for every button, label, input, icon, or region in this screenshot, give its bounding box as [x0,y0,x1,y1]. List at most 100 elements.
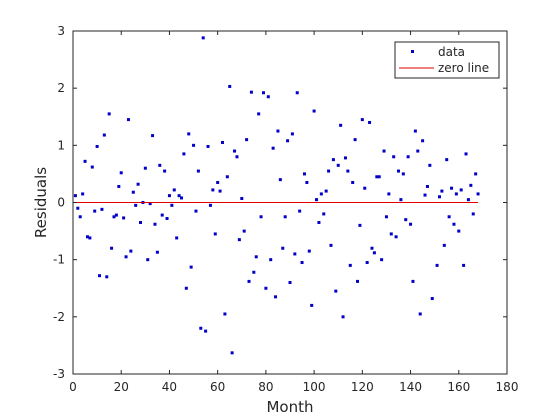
data-point [129,249,133,253]
data-point [90,165,94,169]
data-point [380,258,384,262]
data-point [418,312,422,316]
data-point [442,243,446,247]
data-point [447,215,451,219]
data-point [469,183,473,187]
data-point [353,138,357,142]
data-point [102,133,106,137]
data-point [406,155,410,159]
x-tick-label: 180 [496,380,519,394]
data-point [319,192,323,196]
data-point [476,192,480,196]
data-point [286,139,290,143]
data-point [397,169,400,173]
data-point [372,251,376,255]
data-point [327,169,331,173]
data-point [389,232,393,236]
data-point [175,236,179,240]
data-point [100,207,104,211]
legend: data zero line [394,41,500,79]
data-point [437,195,441,199]
data-point [78,215,82,219]
data-point [151,134,155,138]
data-point [281,246,285,250]
y-axis-label: Residuals [32,167,50,238]
data-point [261,91,265,95]
data-point [98,274,102,278]
x-tick-label: 0 [69,380,77,394]
data-point [348,263,352,267]
legend-label-data: data [438,45,465,59]
data-point [360,118,364,122]
data-point [204,329,208,333]
data-point [305,180,309,184]
data-point [249,90,253,94]
axes-layer: 0 20 40 60 80 100 120 140 160 180 -3 -2 -1 0 1 2 3 [53,24,518,394]
data-point [170,203,174,207]
data-point [208,203,212,207]
data-point [220,140,224,144]
data-point [288,281,292,285]
data-point [105,275,109,279]
data-point [237,238,241,242]
data-point [153,222,157,226]
data-point [454,192,458,196]
series-layer [73,36,480,355]
data-point [211,188,215,192]
data-point [160,213,164,217]
data-point [343,156,347,160]
data-point [310,303,314,307]
data-point [339,123,343,127]
data-point [324,189,328,193]
data-point [365,261,369,265]
data-point [247,279,251,283]
data-point [201,36,205,40]
data-point [392,155,396,159]
data-point [290,132,294,136]
data-point [184,286,188,290]
data-point [216,180,220,184]
data-point [95,144,99,148]
data-point [274,295,278,299]
legend-box [394,41,500,79]
data-point [167,194,171,198]
data-point [196,169,200,173]
data-point [283,215,287,219]
data-point [110,246,114,250]
data-point [213,232,217,236]
data-point [430,297,434,301]
data-point [312,109,316,113]
data-point [143,166,147,170]
data-point [124,255,128,259]
data-point [317,221,321,225]
data-point [81,192,85,196]
x-tick-label: 140 [399,380,422,394]
data-point [134,203,138,207]
data-point [194,209,198,213]
data-point [119,171,123,175]
data-point [322,212,326,216]
data-point [334,289,338,293]
data-point [368,120,372,124]
data-point [83,159,87,163]
data-point [440,189,444,193]
data-point [187,132,191,136]
data-point [300,261,304,265]
x-tick-label: 40 [162,380,177,394]
data-point [399,198,403,202]
data-point [225,175,229,179]
data-point [358,223,362,227]
data-point [401,172,405,176]
data-point [182,152,186,156]
x-tick-label: 60 [210,380,225,394]
data-point [336,163,340,167]
data-point [235,155,239,159]
data-point [158,163,162,167]
data-point [172,188,176,192]
data-point [377,175,381,179]
data-point [117,184,121,188]
data-point [293,252,297,256]
data-point [163,169,167,173]
data-point [331,158,335,162]
